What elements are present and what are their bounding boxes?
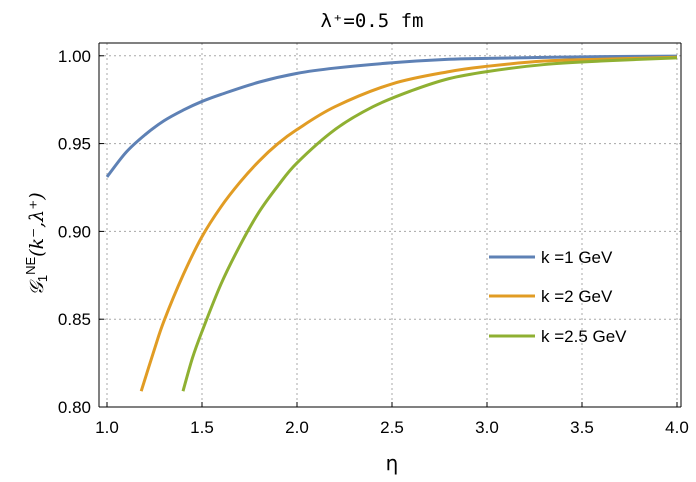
legend-label-2: k =2 GeV — [541, 287, 613, 306]
x-tick-label: 2.0 — [285, 418, 309, 437]
y-tick-label: 0.85 — [58, 310, 91, 329]
x-tick-label: 1.5 — [190, 418, 214, 437]
x-tick-label: 4.0 — [665, 418, 689, 437]
legend: k =1 GeV k =2 GeV k =2.5 GeV — [489, 248, 627, 346]
y-axis-label-subscript: 1 — [35, 275, 50, 282]
y-tick-label: 0.90 — [58, 222, 91, 241]
x-tick-label: 3.0 — [475, 418, 499, 437]
chart-title: λ⁺=0.5 fm — [321, 10, 424, 32]
x-tick-label: 1.0 — [95, 418, 119, 437]
legend-label-3: k =2.5 GeV — [541, 327, 627, 346]
x-tick-label: 3.5 — [570, 418, 594, 437]
y-tick-label: 1.00 — [58, 47, 91, 66]
x-axis-label: η — [386, 451, 399, 475]
y-tick-label: 0.95 — [58, 135, 91, 154]
y-axis-label-superscript: NE — [23, 257, 38, 275]
plot-frame — [98, 42, 682, 408]
series-line-2 — [139, 55, 678, 392]
y-tick-label: 0.80 — [58, 398, 91, 417]
series-line-3 — [181, 56, 678, 392]
y-axis-label-arguments: (k⁻,λ⁺) — [26, 192, 48, 256]
series-layer — [105, 54, 678, 392]
series-line-1 — [105, 54, 678, 178]
x-tick-label: 2.5 — [380, 418, 404, 437]
y-axis-ticks: 0.80 0.85 0.90 0.95 1.00 — [58, 47, 104, 417]
y-axis-label: 𝒢1NE(k⁻,λ⁺) — [23, 192, 50, 295]
y-axis-label-symbol: 𝒢 — [26, 279, 48, 296]
x-axis-ticks: 1.0 1.5 2.0 2.5 3.0 3.5 4.0 — [95, 402, 689, 437]
legend-label-1: k =1 GeV — [541, 248, 613, 267]
